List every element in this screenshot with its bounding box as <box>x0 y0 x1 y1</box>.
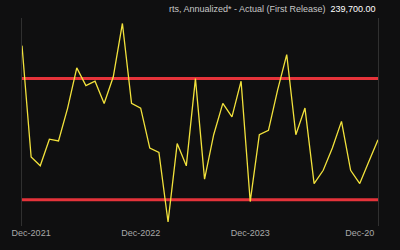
svg-text:Dec-20: Dec-20 <box>345 228 374 238</box>
svg-text:Dec-2023: Dec-2023 <box>231 228 270 238</box>
svg-text:Dec-2021: Dec-2021 <box>12 228 51 238</box>
svg-text:Dec-2022: Dec-2022 <box>121 228 160 238</box>
svg-text:rts, Annualized* - Actual (Fir: rts, Annualized* - Actual (First Release… <box>169 4 376 14</box>
